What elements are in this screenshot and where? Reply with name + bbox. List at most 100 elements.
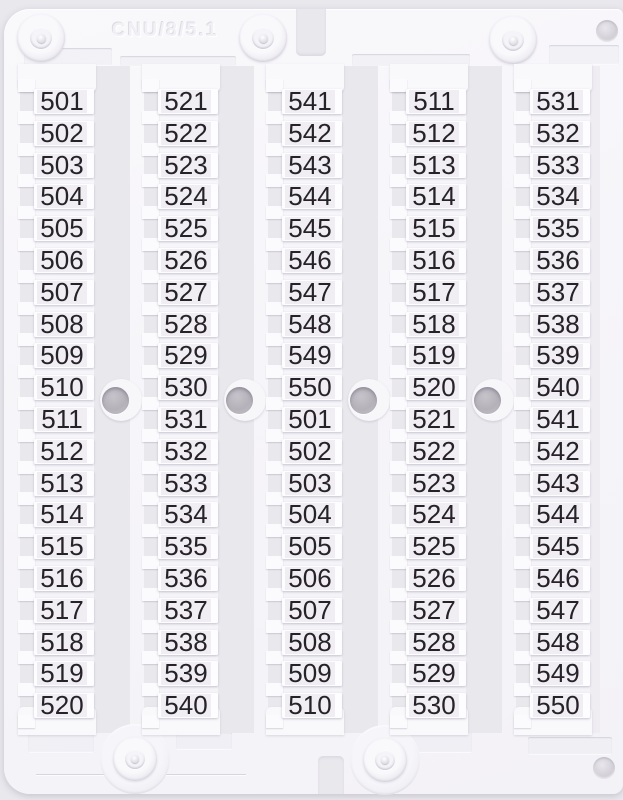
marker-tag: 540 [158, 692, 218, 719]
marker-tag: 524 [406, 501, 466, 528]
marker-tag: 522 [158, 120, 218, 146]
marker-tag-number: 537 [533, 279, 583, 305]
marker-tag-number: 546 [533, 565, 583, 591]
tag-bridge [514, 587, 531, 601]
marker-tag: 508 [282, 629, 342, 655]
marker-tag-number: 509 [37, 342, 87, 368]
molded-panel [528, 737, 612, 755]
marker-tag: 510 [282, 692, 342, 719]
marker-tag: 542 [530, 438, 590, 464]
marker-tag: 532 [158, 438, 218, 464]
marker-tag-number: 511 [37, 406, 87, 432]
marker-tag: 521 [406, 406, 466, 432]
tag-bridge [18, 683, 35, 697]
marker-tag: 520 [34, 692, 94, 719]
tag-bridge [266, 651, 283, 665]
marker-tag-number: 547 [533, 597, 583, 623]
marker-tag: 544 [282, 183, 342, 210]
marker-tag-number: 522 [409, 438, 459, 464]
marker-tag-number: 547 [285, 279, 335, 305]
tag-bridge [18, 460, 35, 474]
tag-bridge [266, 619, 283, 633]
marker-tag-number: 539 [533, 342, 583, 368]
tag-bridge [18, 524, 35, 538]
tag-bridge [142, 715, 159, 728]
marker-tag: 542 [282, 120, 342, 146]
marker-tag: 547 [282, 279, 342, 305]
marker-tag: 544 [530, 501, 590, 528]
tag-bridge [390, 524, 407, 538]
marker-tag-number: 528 [409, 629, 459, 655]
marker-tag-number: 531 [161, 406, 211, 432]
tag-bridge [266, 460, 283, 474]
tag-bridge [266, 238, 283, 251]
marker-tag: 510 [34, 374, 94, 401]
tag-bridge [142, 269, 159, 283]
tag-bridge [266, 397, 283, 410]
marker-tag-number: 529 [409, 660, 459, 686]
tag-bridge [18, 651, 35, 665]
marker-tag: 550 [282, 374, 342, 401]
tag-bridge [142, 301, 159, 315]
corner-dimple-bottom-right [593, 757, 615, 779]
marker-tag: 520 [406, 374, 466, 401]
corner-dimple-top-right [596, 20, 618, 42]
marker-tag: 511 [406, 88, 466, 114]
marker-tag: 514 [406, 183, 466, 210]
marker-tag: 538 [530, 311, 590, 337]
marker-tag-number: 506 [37, 247, 87, 273]
marker-tag-number: 521 [409, 406, 459, 432]
marker-tag-number: 524 [161, 183, 211, 209]
marker-tag-number: 523 [161, 152, 211, 178]
marker-tag-number: 508 [285, 629, 335, 655]
marker-tag: 549 [530, 660, 590, 687]
marker-tag-number: 548 [285, 311, 335, 337]
tag-bridge [390, 460, 407, 474]
marker-tag: 546 [530, 565, 590, 591]
tag-bridge [266, 524, 283, 538]
marker-tag: 527 [158, 279, 218, 305]
tag-bridge [142, 365, 159, 379]
tag-bridge [266, 587, 283, 601]
marker-tag: 525 [158, 215, 218, 242]
tag-bridge [142, 460, 159, 474]
tag-bridge [390, 333, 407, 347]
tag-bridge [18, 587, 35, 601]
marker-tag-number: 542 [533, 438, 583, 464]
marker-tag-number: 510 [37, 374, 87, 400]
marker-tag: 523 [158, 152, 218, 178]
marker-tag: 537 [158, 597, 218, 623]
tag-bridge [18, 619, 35, 633]
marker-tag-number: 535 [533, 215, 583, 241]
marker-tag: 536 [530, 247, 590, 273]
top-edge-notch [296, 9, 326, 56]
tag-bridge [18, 715, 35, 728]
marker-tag-number: 512 [37, 438, 87, 464]
marker-tag: 530 [158, 374, 218, 401]
marker-tag: 532 [530, 120, 590, 146]
mounting-boss-pin [36, 33, 46, 43]
marker-tag: 506 [282, 565, 342, 591]
tag-bridge [514, 79, 531, 92]
marker-tag-number: 517 [409, 279, 459, 305]
marker-tag: 529 [158, 342, 218, 369]
marker-tag-number: 502 [37, 120, 87, 146]
tag-bridge [18, 301, 35, 315]
marker-tag-number: 520 [37, 692, 87, 718]
marker-tag: 539 [530, 342, 590, 369]
marker-tag-number: 510 [285, 692, 335, 718]
bottom-edge-notch [318, 756, 344, 794]
marker-tag-number: 538 [533, 311, 583, 337]
tag-bridge [142, 428, 159, 442]
marker-tag-number: 513 [409, 152, 459, 178]
tag-bridge [514, 110, 531, 124]
runner-hole [225, 386, 253, 414]
marker-tag-number: 549 [285, 342, 335, 368]
embossed-part-number: CNU/8/5.1 [112, 20, 219, 41]
marker-tag: 525 [406, 533, 466, 560]
tag-bridge [266, 333, 283, 347]
marker-tag-number: 501 [37, 88, 87, 114]
marker-tag: 501 [34, 88, 94, 114]
marker-tag: 548 [530, 629, 590, 655]
tag-bridge [142, 651, 159, 665]
